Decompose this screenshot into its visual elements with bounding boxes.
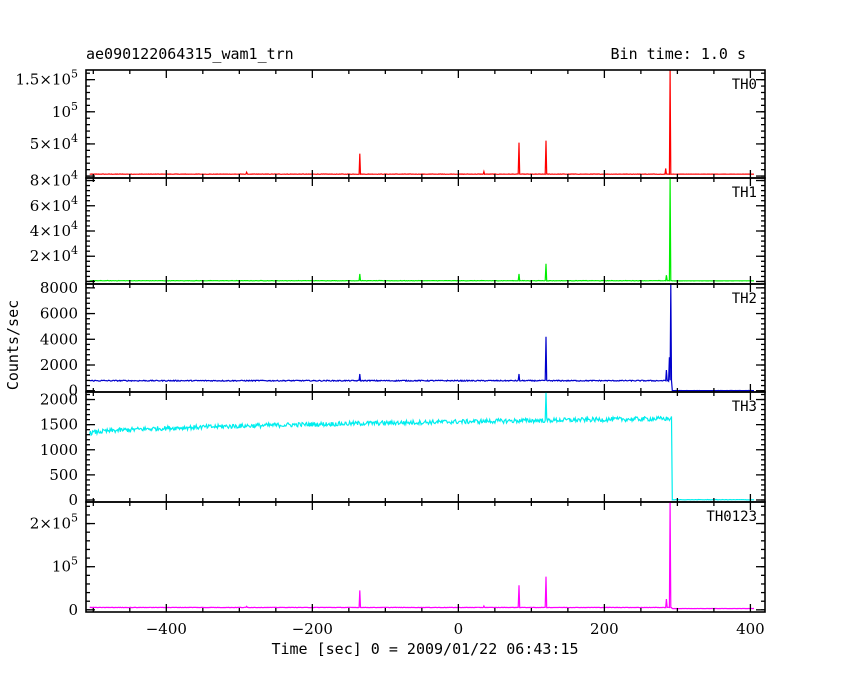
panel-th0: 5×104 105 1.5×105 TH0: [15, 68, 766, 179]
panel-th1: 2×104 4×104 6×104 8×104 TH1: [30, 169, 766, 285]
x-tick-label: −200: [292, 620, 333, 638]
chart-title: ae090122064315_wam1_trn: [86, 45, 294, 63]
y-tick-label: 8000: [40, 279, 78, 297]
panel-frame: [85, 283, 766, 393]
y-tick-label: 0: [68, 601, 78, 619]
y-tick-label: 2×104: [30, 244, 78, 265]
panel-th0123: 0 105 2×105 TH0123: [30, 501, 766, 619]
x-tick-label: −400: [146, 620, 187, 638]
series-th3: [89, 392, 755, 501]
chart-subtitle: Bin time: 1.0 s: [611, 45, 746, 63]
y-tick-label: 500: [49, 466, 78, 484]
panel-frame: [85, 69, 766, 179]
y-axis-label: Counts/sec: [4, 300, 22, 390]
series-th0: [89, 70, 755, 176]
x-tick-label: 200: [590, 620, 619, 638]
y-tick-label: 105: [52, 100, 78, 121]
y-tick-label: 1.5×105: [15, 68, 78, 89]
panel-label: TH3: [732, 399, 757, 415]
y-tick-label: 0: [68, 491, 78, 509]
y-tick-label: 6000: [40, 305, 78, 323]
y-tick-label: 2×105: [30, 512, 78, 533]
x-tick-label: 0: [454, 620, 464, 638]
panel-th3: 0 500 1000 1500 2000 TH3: [40, 391, 766, 509]
y-tick-label: 4×104: [30, 219, 78, 240]
y-tick-label: 4000: [40, 330, 78, 348]
x-axis-label: Time [sec] 0 = 2009/01/22 06:43:15: [271, 640, 578, 658]
panel-frame: [85, 501, 766, 613]
y-tick-label: 2000: [40, 356, 78, 374]
panel-label: TH1: [732, 185, 757, 201]
panel-th2: 0 2000 4000 6000 8000 TH2: [40, 279, 766, 400]
x-tick-label: 400: [736, 620, 765, 638]
y-tick-label: 2000: [40, 391, 78, 409]
series-th0123: [89, 502, 754, 610]
y-tick-label: 105: [52, 555, 78, 576]
y-tick-label: 8×104: [30, 169, 78, 190]
panel-label: TH2: [732, 291, 757, 307]
y-tick-label: 1000: [40, 441, 78, 459]
panel-frame: [85, 177, 766, 285]
series-th1: [89, 178, 755, 282]
y-tick-label: 0: [68, 382, 78, 400]
panel-label: TH0: [732, 77, 757, 93]
panel-frame: [85, 391, 766, 503]
panel-label: TH0123: [706, 509, 757, 525]
y-tick-label: 1500: [40, 416, 78, 434]
panels: 5×104 105 1.5×105 TH0 2×104 4×104 6×104 8×104 TH…: [15, 68, 766, 638]
y-tick-label: 5×104: [30, 132, 78, 153]
y-tick-label: 6×104: [30, 194, 78, 215]
series-th2: [89, 284, 754, 392]
